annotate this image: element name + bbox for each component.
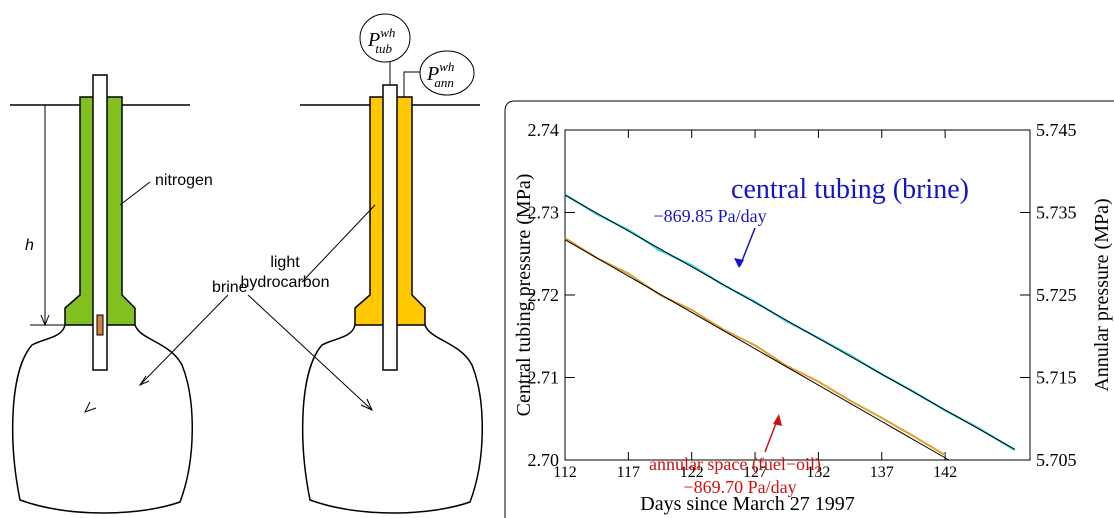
x-tick-label: 137: [870, 464, 894, 481]
leader-line: [247, 294, 373, 411]
chart-frame: [504, 100, 1114, 518]
x-tick-label: 112: [553, 464, 576, 481]
y2-tick-label: 5.715: [1036, 368, 1077, 388]
y-axis-label: Central tubing pressure (MPa): [513, 174, 535, 417]
annotation: annular space (fuel−oil): [649, 454, 821, 475]
symbol: P: [367, 29, 380, 51]
line: [564, 237, 946, 456]
leader-line: [119, 181, 151, 206]
y-tick-label: 2.70: [528, 450, 560, 470]
gauge-tub: [359, 13, 411, 63]
y2-tick-label: 5.705: [1036, 450, 1077, 470]
line: [564, 194, 1016, 450]
y2-tick-label: 5.725: [1036, 285, 1077, 305]
arrow: [739, 227, 756, 267]
gauge-tub-label: Pwh tub: [367, 25, 395, 56]
annotation: central tubing (brine): [731, 174, 969, 205]
symbol: P: [426, 63, 439, 85]
y-tick-label: 2.71: [528, 368, 560, 388]
annotation: −869.85 Pa/day: [653, 206, 766, 226]
leader-line: [139, 294, 229, 386]
arrowhead: [773, 414, 782, 426]
label-brine: brine: [212, 279, 248, 296]
y-tick-label: 2.73: [528, 203, 560, 223]
subscript: tub: [375, 41, 392, 56]
central-tube: [92, 74, 108, 371]
label-hydrocarbon: hydrocarbon: [241, 274, 330, 291]
arrowhead: [734, 258, 744, 268]
well-diagram-nitrogen: [10, 74, 229, 514]
subscript: ann: [434, 75, 454, 90]
x-tick-label: 122: [680, 464, 704, 481]
y-tick-label: 2.74: [528, 120, 560, 140]
superscript: wh: [380, 25, 395, 40]
y2-tick-label: 5.745: [1036, 120, 1077, 140]
gauge-ann: [419, 50, 475, 96]
cavern: [301, 324, 483, 514]
label-h: h: [25, 237, 34, 254]
interface-marker: [96, 314, 104, 336]
x-tick-label: 117: [617, 464, 640, 481]
central-tube: [382, 84, 398, 371]
y2-tick-label: 5.735: [1036, 203, 1077, 223]
x-tick-label: 142: [933, 464, 957, 481]
x-axis-label: Days since March 27 1997: [640, 493, 854, 515]
gauge-line: [403, 71, 420, 97]
gauge-ann-label: Pwh ann: [426, 59, 454, 90]
arrowhead: [360, 398, 374, 412]
y-tick-label: 2.72: [528, 285, 560, 305]
x-tick-label: 127: [743, 464, 767, 481]
cavern: [11, 324, 193, 514]
chart: 112 117 122 127 132 137 142 2.70 2.71 2.72 2.73 2.7…: [513, 120, 1113, 515]
leader-line: [301, 204, 376, 283]
well-diagram-hydrocarbon: [83, 13, 483, 514]
arrowhead: [83, 401, 97, 413]
y2-axis-label: Annular pressure (MPa): [1091, 198, 1113, 391]
line: [564, 239, 950, 461]
x-tick-label: 132: [806, 464, 830, 481]
superscript: wh: [439, 59, 454, 74]
label-nitrogen: nitrogen: [155, 172, 213, 189]
arrowhead: [138, 375, 150, 387]
label-light: light: [270, 254, 300, 271]
annotation: −869.70 Pa/day: [683, 477, 796, 497]
